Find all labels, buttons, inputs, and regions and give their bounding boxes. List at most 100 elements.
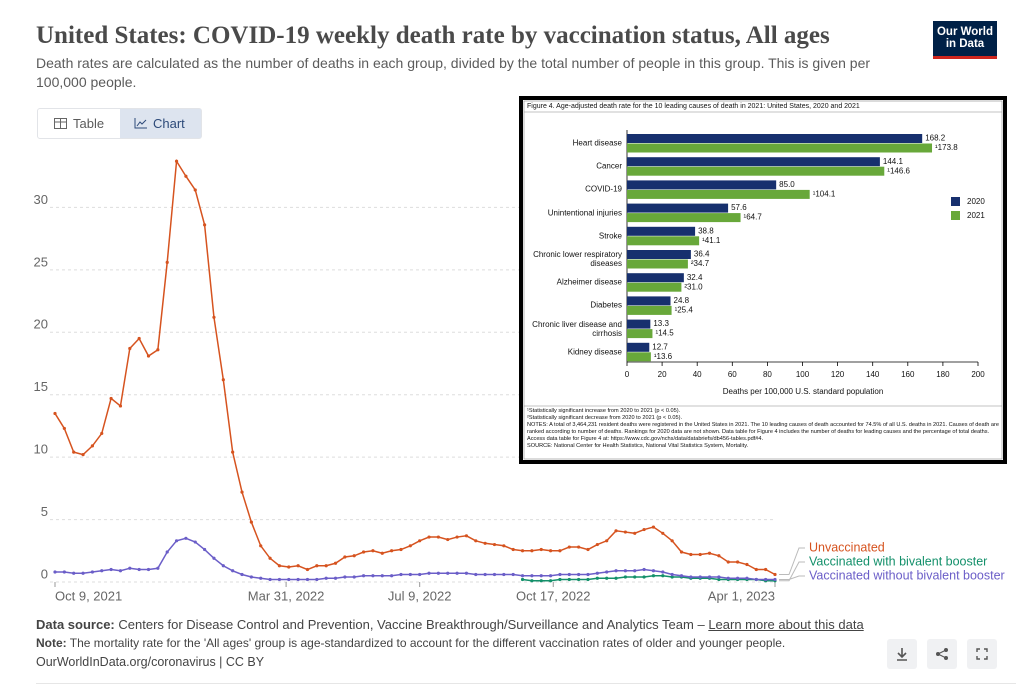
bar <box>627 342 650 352</box>
point <box>530 579 534 583</box>
point <box>474 539 478 543</box>
tab-chart[interactable]: Chart <box>120 109 201 138</box>
point <box>333 576 338 580</box>
credit[interactable]: OurWorldInData.org/coronavirus | CC BY <box>36 655 265 669</box>
point <box>717 554 721 558</box>
download-icon <box>897 648 907 661</box>
note-line: Note: The mortality rate for the 'All ag… <box>36 636 785 650</box>
value-label: ¹41.1 <box>702 236 721 245</box>
point <box>679 550 684 554</box>
point <box>661 570 665 574</box>
point <box>399 572 403 577</box>
tab-table[interactable]: Table <box>38 109 120 138</box>
value-label: ¹13.6 <box>654 352 673 361</box>
point <box>623 575 627 579</box>
point <box>577 577 581 582</box>
learn-more-link[interactable]: Learn more about this data <box>708 617 864 632</box>
point <box>287 565 291 569</box>
fullscreen-button[interactable] <box>967 639 997 669</box>
share-button[interactable] <box>927 639 957 669</box>
point <box>184 536 188 540</box>
series-label: Vaccinated without bivalent booster <box>809 568 1005 582</box>
label-connector <box>779 547 805 576</box>
point <box>446 537 450 542</box>
point <box>670 539 674 543</box>
point <box>315 577 319 582</box>
point <box>670 575 674 579</box>
label-connector <box>779 575 805 581</box>
point <box>390 549 394 553</box>
point <box>118 569 123 573</box>
point <box>333 561 338 565</box>
x-tick-label: Jul 9, 2022 <box>388 588 452 603</box>
x-tick-label: 140 <box>866 370 880 379</box>
point <box>62 570 66 574</box>
point <box>464 571 469 575</box>
point <box>296 564 300 568</box>
x-tick-label: 180 <box>936 370 950 379</box>
separator: – <box>697 617 705 632</box>
point <box>165 550 169 554</box>
point <box>614 529 618 533</box>
x-tick-label: Oct 17, 2022 <box>516 588 590 603</box>
point <box>474 572 478 577</box>
bar <box>627 250 691 259</box>
point <box>548 579 553 583</box>
logo[interactable]: Our World in Data <box>933 21 997 59</box>
point <box>427 535 431 539</box>
point <box>343 555 347 559</box>
point <box>717 577 721 582</box>
point <box>483 572 487 577</box>
value-label: 13.3 <box>653 319 669 328</box>
category-label: Chronic lower respiratory diseases <box>533 250 622 268</box>
point <box>259 544 263 548</box>
point <box>511 572 515 577</box>
point <box>81 571 85 575</box>
point <box>614 569 618 573</box>
note-line: NOTES: A total of 3,464,231 resident dea… <box>527 422 999 442</box>
point <box>418 539 422 543</box>
source-label: Data source: <box>36 617 115 632</box>
bar <box>627 296 671 306</box>
point <box>773 572 777 577</box>
legend-swatch <box>951 211 960 220</box>
value-label: 38.8 <box>698 226 714 235</box>
bar <box>627 236 700 246</box>
point <box>109 396 113 401</box>
point <box>268 556 272 560</box>
inset-figure: Figure 4. Age-adjusted death rate for th… <box>519 96 1007 464</box>
point <box>577 572 581 577</box>
x-tick-label: 40 <box>693 370 702 379</box>
point <box>137 567 141 572</box>
point <box>240 572 244 577</box>
x-tick-label: 80 <box>763 370 772 379</box>
value-label: 57.6 <box>731 203 747 212</box>
category-label: Unintentional injuries <box>547 208 622 218</box>
y-tick-label: 15 <box>34 379 48 394</box>
note-label: Note: <box>36 636 67 650</box>
bar <box>627 259 688 269</box>
point <box>764 567 768 572</box>
point <box>642 527 646 532</box>
point <box>399 547 403 552</box>
point <box>530 574 534 578</box>
value-label: ²31.0 <box>684 282 703 291</box>
point <box>614 576 618 580</box>
point <box>446 571 450 575</box>
point <box>156 348 160 352</box>
point <box>623 530 627 534</box>
point <box>642 567 646 572</box>
point <box>558 549 562 553</box>
series-line <box>55 537 775 581</box>
point <box>380 574 384 578</box>
point <box>698 575 702 579</box>
source: Centers for Disease Control and Preventi… <box>118 617 694 632</box>
download-button[interactable] <box>887 639 917 669</box>
point <box>595 542 599 547</box>
x-axis-label: Deaths per 100,000 U.S. standard populat… <box>723 387 884 396</box>
point <box>707 575 712 579</box>
point <box>567 577 571 582</box>
point <box>689 575 693 579</box>
